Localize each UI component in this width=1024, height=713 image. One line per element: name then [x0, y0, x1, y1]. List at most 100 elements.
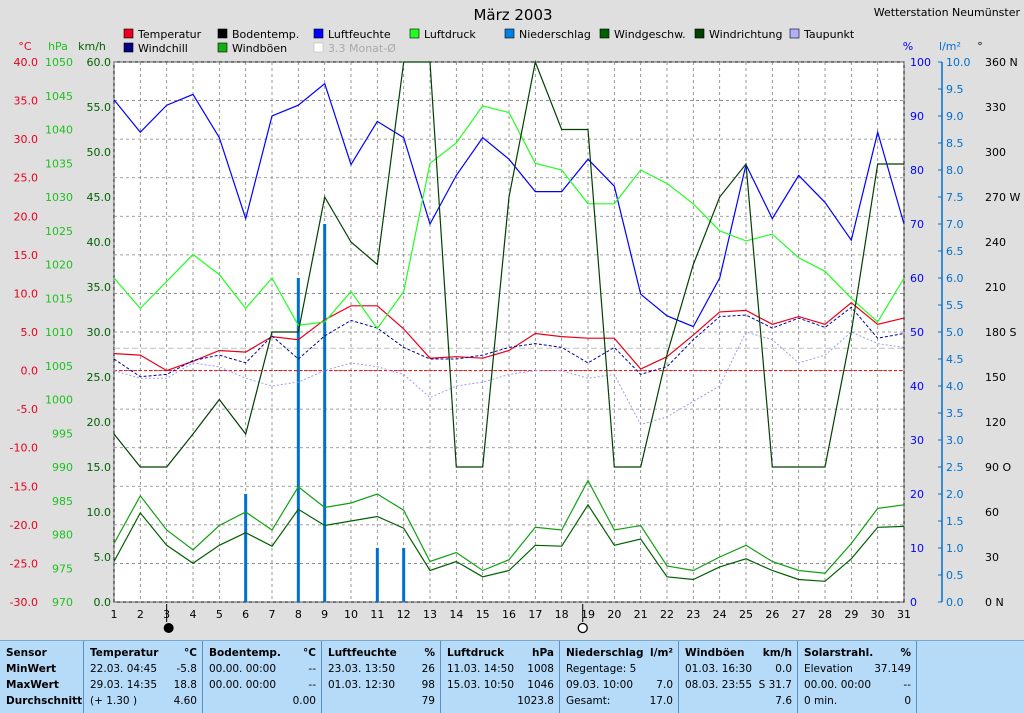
legend-swatch — [313, 28, 324, 39]
chart-title: März 2003 — [473, 6, 552, 24]
direction-tick-label: 180 S — [985, 326, 1016, 339]
stats-value: 0 — [904, 695, 911, 707]
wind-tick-label: 10.0 — [87, 506, 112, 519]
stats-header: Temperatur °C — [90, 645, 197, 661]
wind-unit: km/h — [78, 40, 106, 53]
stats-value: °C — [184, 647, 197, 659]
stats-header: Windböen km/h — [685, 645, 792, 661]
legend-label: Luftdruck — [424, 28, 476, 41]
stats-label: 15.03. 10:50 — [447, 679, 514, 691]
temp-tick-label: 5.0 — [21, 326, 39, 339]
stats-label: Durchschnitt — [6, 695, 83, 707]
stats-row: 0 min. 0 — [804, 693, 911, 709]
wind-tick-label: 20.0 — [87, 416, 112, 429]
stats-label: MinWert — [6, 663, 57, 675]
humidity-tick-label: 40 — [910, 380, 924, 393]
direction-tick-label: 330 — [985, 101, 1006, 114]
x-tick-label: 30 — [871, 608, 885, 621]
rain-tick-label: 4.0 — [946, 380, 964, 393]
new-moon-icon — [163, 623, 174, 633]
humidity-unit: % — [903, 40, 913, 53]
series-wind_direction — [113, 59, 904, 468]
pressure-tick-label: 1000 — [45, 394, 73, 407]
stats-row: 29.03. 14:35 18.8 — [90, 677, 197, 693]
x-tick-label: 26 — [765, 608, 779, 621]
stats-label: Luftfeuchte — [328, 647, 397, 659]
series-wind_speed — [113, 503, 905, 582]
stats-row: Regentage: 5 — [566, 661, 673, 677]
rain-tick-label: 2.0 — [946, 488, 964, 501]
temp-tick-label: -5.0 — [17, 403, 38, 416]
legend-label: 3.3 Monat-Ø — [328, 42, 396, 55]
wind-tick-label: 40.0 — [87, 236, 112, 249]
pressure-tick-label: 985 — [52, 495, 73, 508]
wind-tick-label: 50.0 — [87, 146, 112, 159]
stats-label: (+ 1.30 ) — [90, 695, 138, 707]
x-tick-label: 1 — [111, 608, 118, 621]
pressure-tick-label: 1020 — [45, 259, 73, 272]
stats-label: Temperatur — [90, 647, 159, 659]
stats-label: 22.03. 04:45 — [90, 663, 157, 675]
temp-unit: °C — [18, 40, 32, 53]
wind-tick-label: 30.0 — [87, 326, 112, 339]
stats-value: S 31.7 — [758, 679, 792, 691]
stats-row: 7.6 — [685, 693, 792, 709]
humidity-tick-label: 80 — [910, 164, 924, 177]
humidity-tick-label: 20 — [910, 488, 924, 501]
x-tick-label: 29 — [844, 608, 858, 621]
temp-tick-label: -20.0 — [10, 519, 38, 532]
temp-tick-label: 35.0 — [14, 95, 39, 108]
temp-tick-label: 15.0 — [14, 249, 39, 262]
pressure-tick-label: 1035 — [45, 157, 73, 170]
statistics-table: Sensor MinWert MaxWert Durchschnitt Temperat… — [0, 640, 1024, 713]
legend-swatch — [504, 28, 515, 39]
x-tick-label: 19 — [581, 608, 595, 621]
x-tick-label: 31 — [897, 608, 911, 621]
stats-value: 0.00 — [292, 695, 316, 707]
stats-row: 79 — [328, 693, 435, 709]
x-tick-label: 12 — [397, 608, 411, 621]
stats-header: Solarstrahl.% — [804, 645, 911, 661]
direction-tick-label: 240 — [985, 236, 1006, 249]
stats-value: 98 — [421, 679, 435, 691]
stats-row: MinWert — [6, 661, 78, 677]
legend-label: Niederschlag — [519, 28, 591, 41]
stats-value: 1008 — [527, 663, 554, 675]
stats-label: 11.03. 14:50 — [447, 663, 514, 675]
direction-tick-label: 120 — [985, 416, 1006, 429]
rain-tick-label: 9.0 — [946, 110, 964, 123]
pressure-tick-label: 1005 — [45, 360, 73, 373]
stats-label: Solarstrahl. — [804, 647, 874, 659]
legend-swatch — [123, 42, 134, 53]
direction-tick-label: 270 W — [985, 191, 1020, 204]
pressure-tick-label: 1025 — [45, 225, 73, 238]
direction-tick-label: 90 O — [985, 461, 1011, 474]
stats-label: Bodentemp. — [209, 647, 281, 659]
pressure-tick-label: 975 — [52, 562, 73, 575]
stats-label: Luftdruck — [447, 647, 505, 659]
pressure-tick-label: 990 — [52, 461, 73, 474]
wind-tick-label: 35.0 — [87, 281, 112, 294]
temp-tick-label: 20.0 — [14, 210, 39, 223]
stats-value: 7.0 — [656, 679, 673, 691]
legend-label: Windböen — [232, 42, 287, 55]
humidity-tick-label: 60 — [910, 272, 924, 285]
wind-tick-label: 55.0 — [87, 101, 112, 114]
temp-tick-label: -30.0 — [10, 596, 38, 609]
wind-tick-label: 25.0 — [87, 371, 112, 384]
stats-value: hPa — [532, 647, 554, 659]
temp-tick-label: 0.0 — [21, 365, 39, 378]
direction-unit: ° — [977, 40, 983, 53]
stats-row: 1023.8 — [447, 693, 554, 709]
rain-tick-label: 8.0 — [946, 164, 964, 177]
legend-swatch — [313, 42, 324, 53]
axes: 1234567891011121314151617181920212223242… — [10, 56, 1020, 634]
rain-tick-label: 9.5 — [946, 83, 964, 96]
humidity-tick-label: 90 — [910, 110, 924, 123]
stats-column: Windböen km/h 01.03. 16:30 0.0 08.03. 23:55 S… — [679, 641, 798, 713]
x-tick-label: 22 — [660, 608, 674, 621]
stats-row: 22.03. 04:45 -5.8 — [90, 661, 197, 677]
x-tick-label: 24 — [713, 608, 727, 621]
stats-column: Bodentemp. °C 00.00. 00:00 -- 00.00. 00:00 --… — [203, 641, 322, 713]
direction-tick-label: 360 N — [985, 56, 1018, 69]
